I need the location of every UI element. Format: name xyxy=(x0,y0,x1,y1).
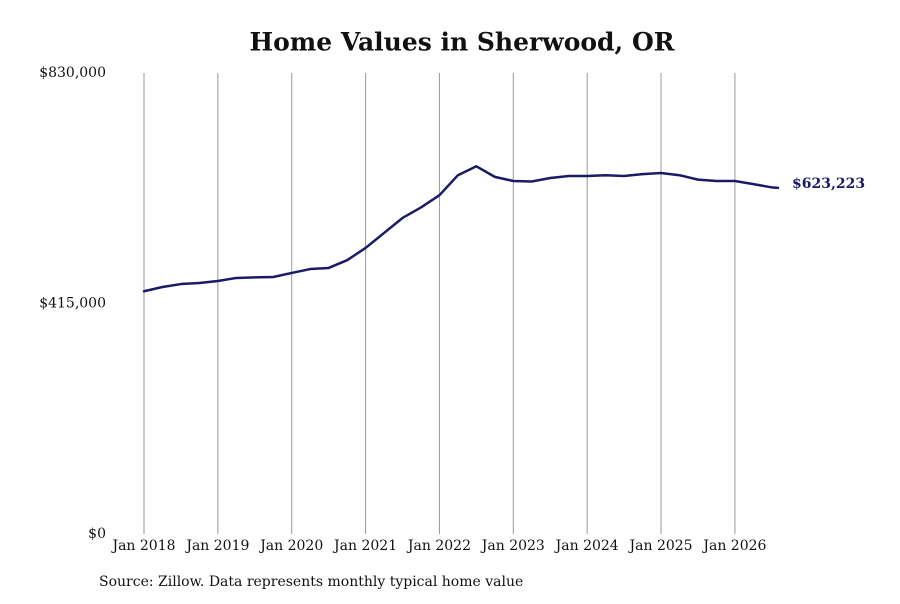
source-note: Source: Zillow. Data represents monthly … xyxy=(99,574,523,590)
line xyxy=(142,165,780,293)
y-tick-label: $830,000 xyxy=(39,65,106,81)
x-tick-label: Jan 2026 xyxy=(701,538,766,554)
x-tick-label: Jan 2023 xyxy=(480,538,545,554)
x-tick-label: Jan 2018 xyxy=(110,538,175,554)
x-tick-label: Jan 2021 xyxy=(332,538,397,554)
x-tick-label: Jan 2020 xyxy=(258,538,323,554)
x-tick-label: Jan 2025 xyxy=(628,538,693,554)
y-tick-label: $415,000 xyxy=(39,296,106,312)
x-tick-label: Jan 2019 xyxy=(184,538,249,554)
chart-title: Home Values in Sherwood, OR xyxy=(249,28,674,57)
x-tick-label: Jan 2022 xyxy=(406,538,471,554)
data-label: $623,223 xyxy=(792,176,865,192)
x-tick-label: Jan 2024 xyxy=(554,538,619,554)
y-tick-label: $0 xyxy=(88,526,106,542)
